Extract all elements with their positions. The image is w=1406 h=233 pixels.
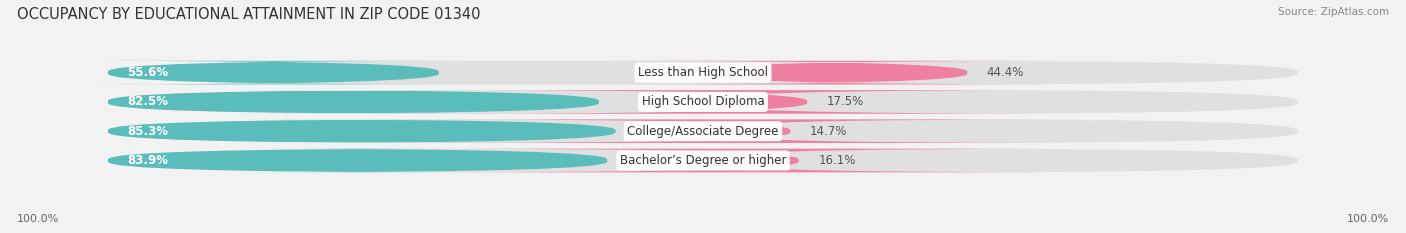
Text: 83.9%: 83.9% (128, 154, 169, 167)
FancyBboxPatch shape (446, 90, 1064, 114)
FancyBboxPatch shape (606, 61, 1064, 84)
Text: 100.0%: 100.0% (17, 214, 59, 224)
Text: 14.7%: 14.7% (810, 125, 848, 138)
Text: 100.0%: 100.0% (1347, 214, 1389, 224)
FancyBboxPatch shape (437, 149, 1064, 172)
Text: Bachelor’s Degree or higher: Bachelor’s Degree or higher (620, 154, 786, 167)
FancyBboxPatch shape (108, 119, 616, 143)
FancyBboxPatch shape (108, 149, 1298, 172)
FancyBboxPatch shape (108, 90, 599, 114)
FancyBboxPatch shape (108, 149, 607, 172)
Text: 82.5%: 82.5% (128, 95, 169, 108)
Text: Source: ZipAtlas.com: Source: ZipAtlas.com (1278, 7, 1389, 17)
Text: 44.4%: 44.4% (987, 66, 1024, 79)
Text: Less than High School: Less than High School (638, 66, 768, 79)
FancyBboxPatch shape (108, 90, 1298, 114)
FancyBboxPatch shape (108, 119, 1298, 143)
Text: OCCUPANCY BY EDUCATIONAL ATTAINMENT IN ZIP CODE 01340: OCCUPANCY BY EDUCATIONAL ATTAINMENT IN Z… (17, 7, 481, 22)
Text: 85.3%: 85.3% (128, 125, 169, 138)
FancyBboxPatch shape (108, 61, 1298, 84)
Text: High School Diploma: High School Diploma (641, 95, 765, 108)
Text: 55.6%: 55.6% (128, 66, 169, 79)
FancyBboxPatch shape (77, 61, 468, 84)
Text: 16.1%: 16.1% (818, 154, 856, 167)
Text: 17.5%: 17.5% (827, 95, 863, 108)
FancyBboxPatch shape (430, 119, 1064, 143)
Text: College/Associate Degree: College/Associate Degree (627, 125, 779, 138)
